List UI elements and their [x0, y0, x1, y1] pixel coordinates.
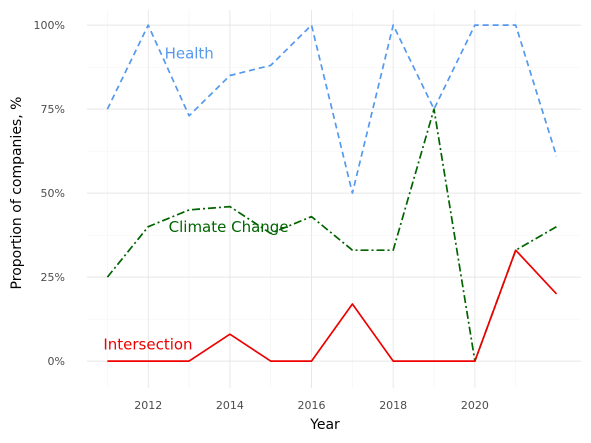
y-tick-label: 75% — [41, 103, 65, 116]
x-axis-ticks: 2012 2014 2016 2018 2020 — [134, 399, 489, 412]
y-tick-label: 100% — [34, 19, 65, 32]
series-line-2 — [107, 249, 558, 362]
x-tick-label: 2012 — [134, 399, 162, 412]
series-label-2: Intersection — [103, 335, 192, 353]
y-tick-label: 50% — [41, 187, 65, 200]
minor-grid — [87, 10, 581, 388]
x-tick-label: 2014 — [216, 399, 244, 412]
x-tick-label: 2020 — [461, 399, 489, 412]
x-tick-label: 2016 — [298, 399, 326, 412]
y-axis-ticks: 0% 25% 50% 75% 100% — [34, 19, 65, 368]
series-label-0: Health — [165, 45, 214, 63]
series-lines — [106, 24, 558, 362]
major-grid — [87, 10, 581, 388]
y-tick-label: 0% — [48, 355, 65, 368]
series-labels: Health Climate Change Intersection — [103, 45, 288, 354]
x-axis-title: Year — [309, 417, 340, 433]
series-label-1: Climate Change — [169, 218, 289, 236]
x-tick-label: 2018 — [379, 399, 407, 412]
y-axis-title: Proportion of companies, % — [9, 97, 25, 290]
y-tick-label: 25% — [41, 271, 65, 284]
